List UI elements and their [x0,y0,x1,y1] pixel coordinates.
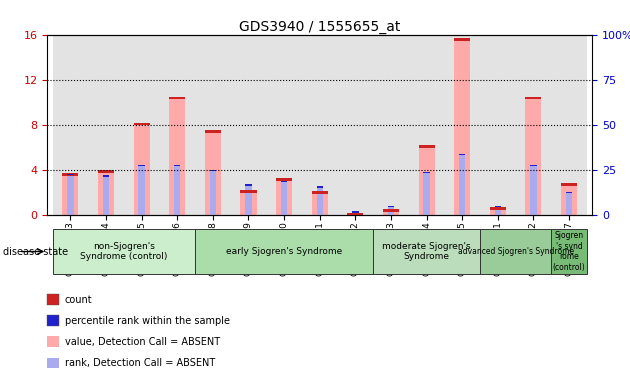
Bar [174,164,180,215]
Bar [338,35,373,215]
Bar [316,186,323,187]
Bar [159,35,195,215]
Bar [174,164,180,166]
Bar [276,178,292,180]
Bar [205,131,221,133]
Bar [266,35,302,215]
Bar [347,213,364,215]
Bar [454,38,470,215]
Bar [530,164,537,166]
Bar [210,170,216,215]
Bar [276,178,292,215]
Bar [530,164,537,215]
Bar [347,213,364,215]
Bar [139,164,145,166]
FancyBboxPatch shape [52,229,195,274]
Bar [103,175,109,177]
Text: non-Sjogren's
Syndrome (control): non-Sjogren's Syndrome (control) [80,242,168,261]
Bar [62,173,78,215]
Bar [418,145,435,148]
Bar [245,184,252,215]
Bar [444,35,480,215]
Bar [515,35,551,215]
Bar [312,191,328,215]
Text: moderate Sjogren's
Syndrome: moderate Sjogren's Syndrome [382,242,471,261]
Bar [67,174,74,175]
Bar [139,164,145,215]
Bar [302,35,338,215]
Bar [409,35,444,215]
Bar [525,97,541,215]
Bar [281,181,287,182]
Title: GDS3940 / 1555655_at: GDS3940 / 1555655_at [239,20,401,33]
Text: advanced Sjogren's Syndrome: advanced Sjogren's Syndrome [457,247,574,256]
Bar [312,191,328,194]
Bar [495,206,501,215]
Bar [169,97,185,99]
Text: value, Detection Call = ABSENT: value, Detection Call = ABSENT [65,337,220,347]
Text: Sjogren
's synd
rome
(control): Sjogren 's synd rome (control) [553,232,585,271]
Bar [210,170,216,171]
Bar [495,206,501,207]
Bar [490,207,506,210]
Bar [88,35,124,215]
Bar [525,97,541,99]
Bar [62,173,78,176]
Text: rank, Detection Call = ABSENT: rank, Detection Call = ABSENT [65,358,215,368]
Bar [566,192,572,193]
Bar [490,207,506,215]
Bar [561,184,577,215]
FancyBboxPatch shape [373,229,480,274]
Bar [169,97,185,215]
Bar [281,181,287,215]
Bar [423,172,430,215]
Bar [231,35,266,215]
Bar [124,35,159,215]
Bar [566,192,572,215]
Bar [98,170,114,215]
Bar [387,206,394,207]
Bar [134,122,150,215]
Bar [67,174,74,215]
Bar [383,209,399,212]
Text: early Sjogren's Syndrome: early Sjogren's Syndrome [226,247,342,256]
Bar [454,38,470,41]
Bar [316,186,323,215]
Bar [418,145,435,215]
Bar [459,154,466,155]
Text: disease state: disease state [3,247,68,257]
Text: count: count [65,295,93,305]
Bar [480,35,515,215]
Bar [383,209,399,215]
Bar [551,35,587,215]
Bar [241,190,256,193]
FancyBboxPatch shape [480,229,551,274]
Bar [98,170,114,173]
Bar [245,184,252,186]
Bar [52,35,88,215]
Bar [387,206,394,215]
Bar [241,190,256,215]
Bar [352,212,358,215]
Bar [134,122,150,125]
Bar [423,172,430,173]
Bar [352,212,358,213]
Bar [103,175,109,215]
Bar [459,154,466,215]
FancyBboxPatch shape [195,229,373,274]
Bar [195,35,231,215]
Bar [205,131,221,215]
FancyBboxPatch shape [551,229,587,274]
Text: percentile rank within the sample: percentile rank within the sample [65,316,230,326]
Bar [561,184,577,186]
Bar [373,35,409,215]
